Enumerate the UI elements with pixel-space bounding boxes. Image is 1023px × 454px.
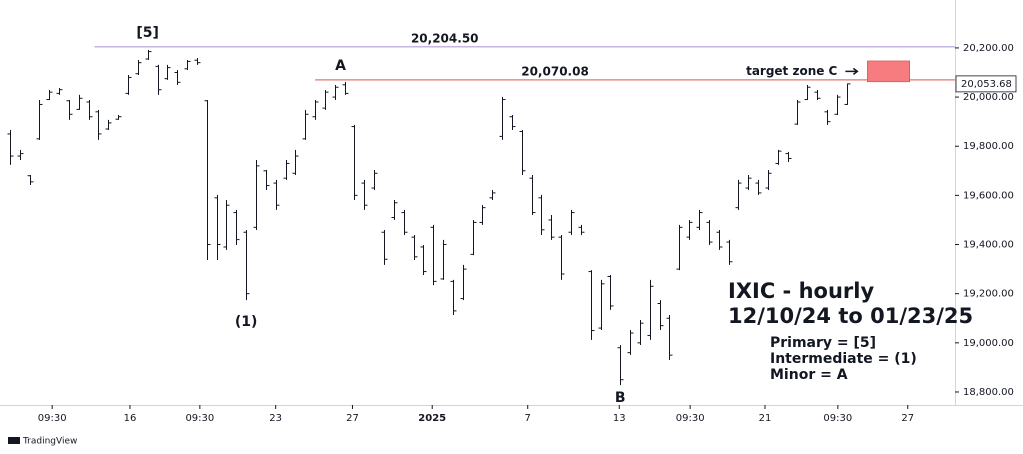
level-label: 20,070.08: [521, 64, 589, 78]
wave-label: B: [615, 390, 626, 406]
y-tick-label: 19,800.00: [963, 141, 1014, 152]
x-tick-label: 7: [525, 413, 531, 424]
x-tick-label: 09:30: [823, 413, 852, 424]
x-tick-label: 09:30: [38, 413, 67, 424]
x-tick-label: 27: [346, 413, 359, 424]
note: Primary = [5]: [770, 335, 876, 351]
y-tick-label: 19,000.00: [963, 338, 1014, 349]
wave-label: A: [335, 58, 346, 74]
logo: TradingView: [8, 437, 77, 447]
x-tick-label: 13: [613, 413, 626, 424]
x-tick-label: 09:30: [185, 413, 214, 424]
x-tick-label: 23: [269, 413, 282, 424]
brand: TradingView: [22, 437, 77, 447]
note: Intermediate = (1): [770, 351, 917, 367]
arrow: [845, 67, 859, 75]
x-tick-label: 27: [901, 413, 914, 424]
x-tick-label: 2025: [418, 413, 446, 424]
last-price-label: 20,053.68: [961, 79, 1012, 90]
x-tick-label: 09:30: [676, 413, 705, 424]
y-tick-label: 19,400.00: [963, 240, 1014, 251]
wave-label: (1): [235, 314, 258, 330]
chart-subtitle: 12/10/24 to 01/23/25: [728, 304, 973, 328]
y-tick-label: 19,600.00: [963, 190, 1014, 201]
y-tick-label: 20,200.00: [963, 43, 1014, 54]
note: Minor = A: [770, 367, 848, 383]
x-tick-label: 16: [124, 413, 137, 424]
target-zone: [867, 60, 910, 83]
chart-title: IXIC - hourly: [728, 279, 874, 303]
y-tick-label: 20,000.00: [963, 92, 1014, 103]
y-tick-label: 19,200.00: [963, 289, 1014, 300]
target-label: target zone C: [746, 64, 837, 78]
level-label: 20,204.50: [411, 31, 479, 45]
y-tick-label: 18,800.00: [963, 387, 1014, 398]
wave-label: [5]: [136, 25, 159, 41]
x-tick-label: 21: [759, 413, 772, 424]
last-price-box: [955, 75, 1017, 93]
